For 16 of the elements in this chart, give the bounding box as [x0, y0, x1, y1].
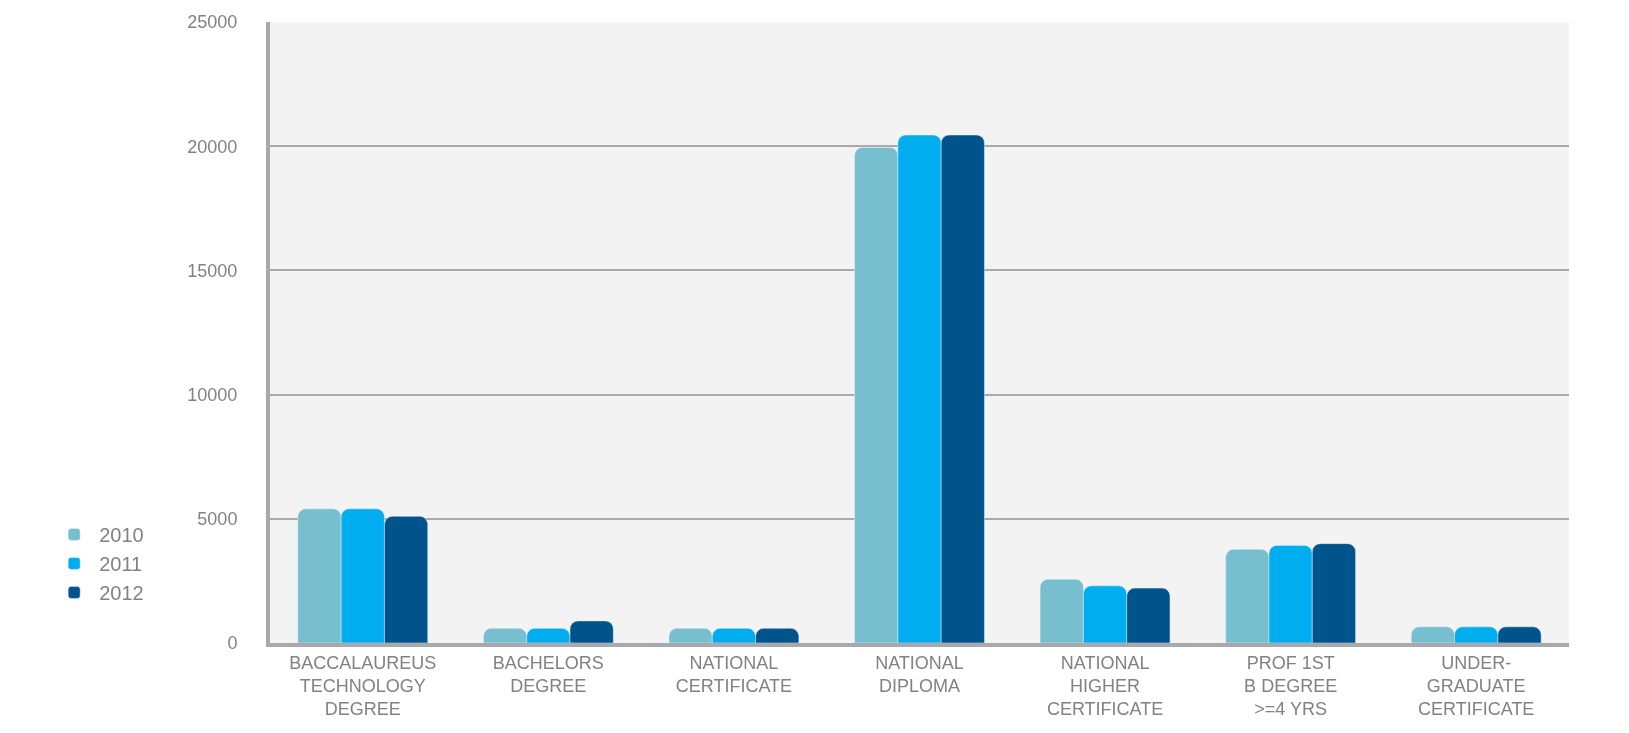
x-tick-label: UNDER-GRADUATE CERTIFICATE	[1418, 652, 1535, 720]
legend-label: 2011	[99, 553, 143, 576]
x-tick-label: NATIONAL HIGHER CERTIFICATE	[1046, 652, 1164, 720]
legend-label: 2012	[99, 582, 144, 605]
x-tick-label: NATIONAL DIPLOMA	[875, 652, 964, 696]
x-tick-label: BACCALAUREUS TECHNOLOGY DEGREE	[289, 652, 437, 720]
x-tick-label: BACHELORS DEGREE	[492, 652, 604, 696]
legend-label: 2010	[99, 524, 144, 547]
y-tick-label: 5000	[197, 509, 238, 530]
y-tick-label: 20000	[187, 136, 238, 157]
y-tick-label: 25000	[187, 12, 238, 33]
y-tick-label: 15000	[187, 260, 238, 281]
y-tick-label: 10000	[187, 384, 238, 405]
y-tick-label: 0	[227, 633, 238, 654]
x-tick-label: PROF 1ST B DEGREE >=4 YRS	[1244, 652, 1338, 720]
x-tick-label: NATIONAL CERTIFICATE	[675, 652, 793, 696]
